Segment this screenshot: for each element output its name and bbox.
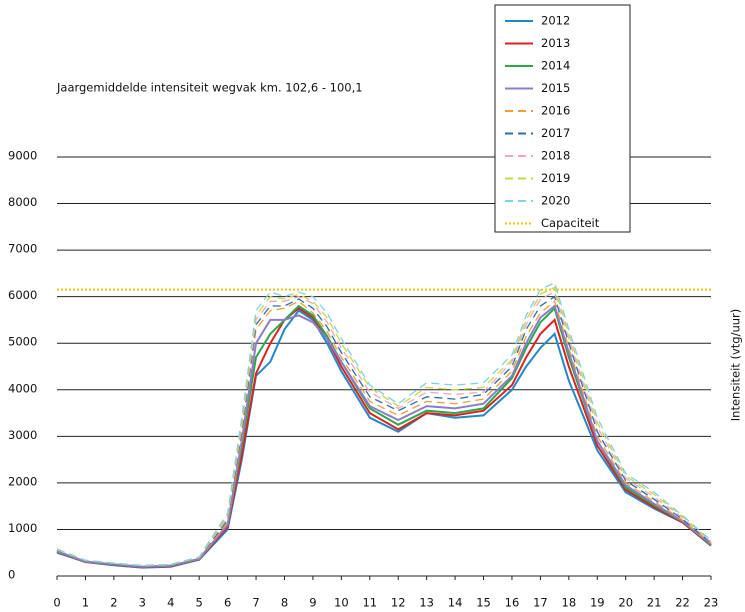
x-tick-label: 13 [419, 596, 434, 610]
series-line [56, 300, 712, 567]
x-tick-label: 2 [110, 596, 117, 610]
x-tick-label: 6 [224, 596, 231, 610]
series-line [56, 286, 712, 567]
x-tick-label: 7 [252, 596, 259, 610]
x-tick-label: 4 [167, 596, 174, 610]
y-tick-label: 5000 [8, 335, 37, 349]
y-tick-label: 6000 [8, 288, 37, 302]
x-tick-label: 5 [196, 596, 203, 610]
x-tick-label: 14 [448, 596, 463, 610]
x-tick-label: 23 [704, 596, 719, 610]
x-tick-label: 17 [533, 596, 548, 610]
x-tick-label: 21 [647, 596, 662, 610]
x-tick-label: 3 [139, 596, 146, 610]
legend-label: 2019 [541, 171, 570, 185]
x-tick-label: 16 [505, 596, 520, 610]
legend-label: 2015 [541, 81, 570, 95]
x-tick-label: 18 [562, 596, 577, 610]
legend-label: 2020 [541, 194, 570, 208]
x-tick-label: 10 [334, 596, 349, 610]
y-tick-label: 1000 [8, 521, 37, 535]
y-axis-label: Intensiteit (vtg/uur) [729, 309, 743, 421]
x-tick-label: 12 [391, 596, 406, 610]
series-line [56, 304, 712, 568]
x-tick-label: 9 [309, 596, 316, 610]
x-tick-label: 11 [362, 596, 377, 610]
legend-label: 2017 [541, 126, 570, 140]
y-tick-label: 3000 [8, 428, 37, 442]
y-tick-label: 0 [8, 568, 15, 582]
y-tick-label: 2000 [8, 474, 37, 488]
x-tick-label: 1 [82, 596, 89, 610]
y-tick-label: 4000 [8, 381, 37, 395]
x-tick-label: 15 [476, 596, 491, 610]
legend-label: 2018 [541, 149, 570, 163]
series-line [56, 291, 712, 567]
x-tick-label: 19 [590, 596, 605, 610]
series-line [56, 281, 712, 566]
legend-label: 2012 [541, 14, 570, 28]
x-tick-label: 22 [675, 596, 690, 610]
x-tick-label: 20 [618, 596, 633, 610]
x-tick-label: 0 [53, 596, 60, 610]
y-tick-label: 8000 [8, 195, 37, 209]
legend: 2012 2013 2014 2015 2016 2017 2018 2019 2020 Capa… [505, 14, 600, 230]
series-line [56, 307, 712, 569]
legend-label: Capaciteit [541, 216, 600, 230]
y-tick-label: 7000 [8, 242, 37, 256]
series-line [56, 295, 712, 567]
legend-label: 2014 [541, 59, 570, 73]
legend-label: 2013 [541, 36, 570, 50]
chart-title: Jaargemiddelde intensiteit wegvak km. 10… [56, 81, 363, 95]
x-tick-label: 8 [281, 596, 288, 610]
legend-label: 2016 [541, 104, 570, 118]
y-tick-label: 9000 [8, 149, 37, 163]
